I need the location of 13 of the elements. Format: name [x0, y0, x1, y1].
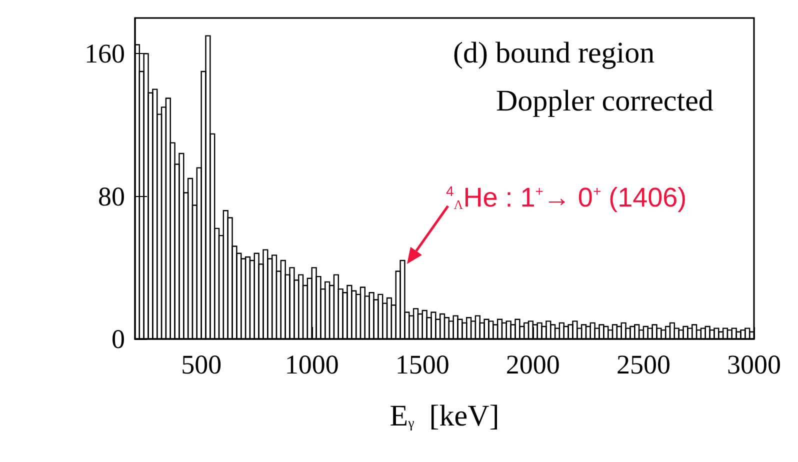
y-tick-label: 160	[84, 38, 125, 69]
annotation: 4ΛHe : 1+→ 0+ (1406)	[446, 182, 687, 212]
annotation: Doppler corrected	[496, 84, 714, 118]
x-tick-label: 2500	[616, 350, 670, 380]
x-tick-label: 500	[181, 350, 222, 380]
x-tick-label: 1000	[284, 350, 339, 380]
x-tick-label: 1500	[395, 350, 450, 380]
annotation: (d) bound region	[453, 36, 655, 70]
y-tick-label: 80	[98, 181, 125, 212]
x-axis-title: Eγ [keV]	[390, 400, 500, 432]
x-tick-label: 3000	[727, 350, 781, 380]
y-tick-label: 0	[112, 324, 125, 354]
x-tick-label: 2000	[506, 350, 560, 380]
